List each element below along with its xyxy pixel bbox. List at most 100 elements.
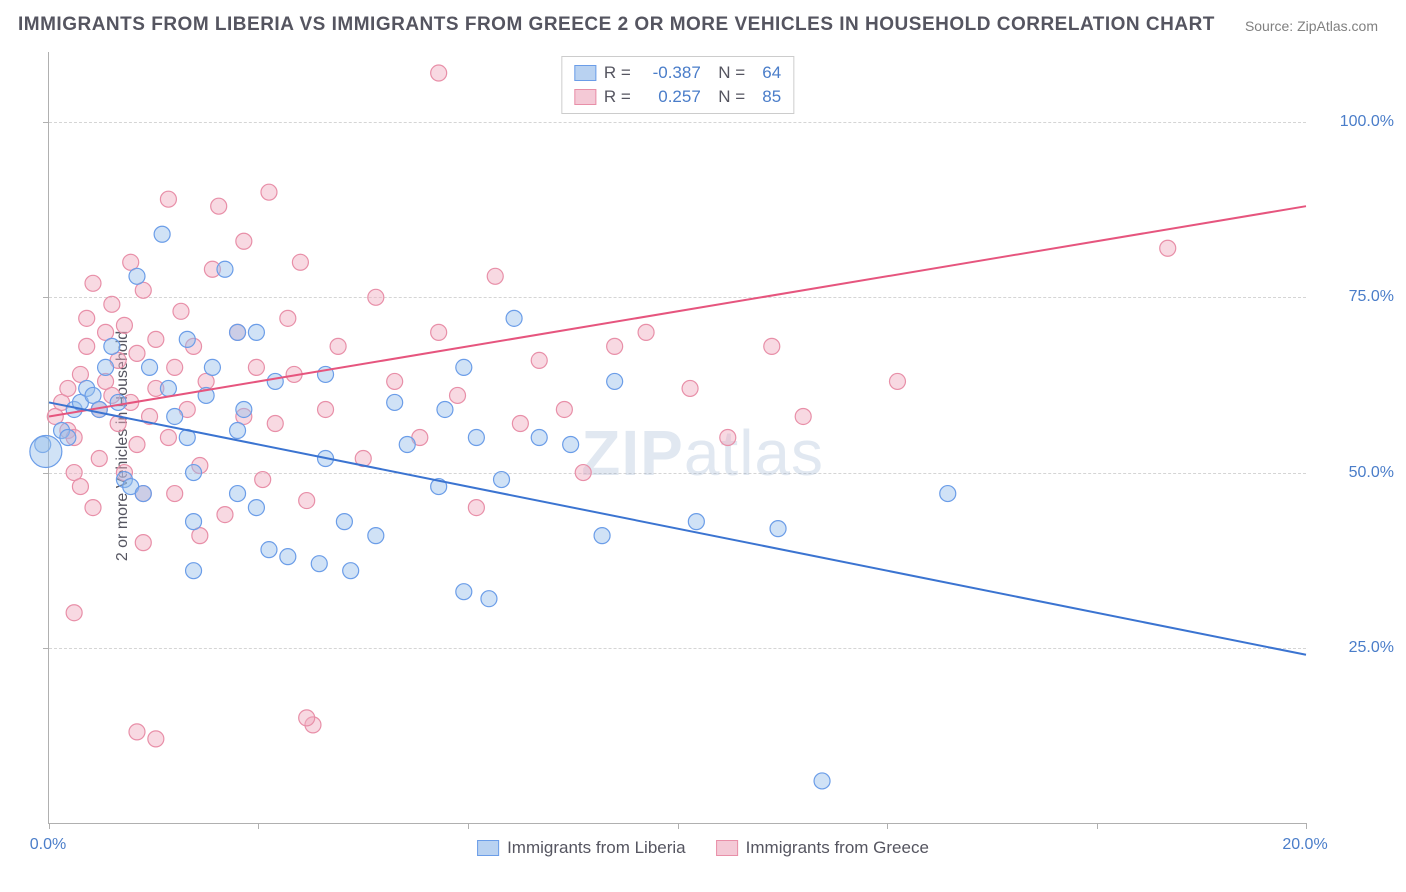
n-label: N = bbox=[709, 63, 745, 83]
legend-greece-label: Immigrants from Greece bbox=[746, 838, 929, 858]
liberia-point bbox=[98, 359, 114, 375]
greece-point bbox=[292, 254, 308, 270]
greece-point bbox=[248, 359, 264, 375]
greece-point bbox=[512, 415, 528, 431]
x-tick bbox=[1306, 823, 1307, 829]
greece-point bbox=[607, 338, 623, 354]
liberia-point bbox=[261, 542, 277, 558]
y-tick-label: 100.0% bbox=[1340, 113, 1394, 131]
greece-point bbox=[299, 710, 315, 726]
greece-point bbox=[217, 507, 233, 523]
liberia-point bbox=[135, 486, 151, 502]
greece-point bbox=[91, 451, 107, 467]
greece-point bbox=[255, 472, 271, 488]
legend-item-liberia: Immigrants from Liberia bbox=[477, 838, 686, 858]
source-attribution: Source: ZipAtlas.com bbox=[1245, 18, 1378, 34]
liberia-point bbox=[594, 528, 610, 544]
greece-point bbox=[129, 724, 145, 740]
liberia-point bbox=[186, 563, 202, 579]
liberia-swatch-icon bbox=[574, 65, 596, 81]
greece-point bbox=[638, 324, 654, 340]
greece-point bbox=[764, 338, 780, 354]
liberia-point bbox=[186, 465, 202, 481]
x-tick bbox=[468, 823, 469, 829]
greece-point bbox=[556, 401, 572, 417]
stats-legend-row-greece: R = 0.257 N = 85 bbox=[574, 85, 781, 109]
liberia-swatch-icon bbox=[477, 840, 499, 856]
liberia-point bbox=[154, 226, 170, 242]
liberia-point bbox=[280, 549, 296, 565]
liberia-point bbox=[236, 401, 252, 417]
greece-point bbox=[720, 430, 736, 446]
chart-title: IMMIGRANTS FROM LIBERIA VS IMMIGRANTS FR… bbox=[18, 14, 1215, 36]
liberia-point bbox=[563, 437, 579, 453]
greece-point bbox=[160, 191, 176, 207]
series-legend: Immigrants from Liberia Immigrants from … bbox=[477, 838, 929, 858]
greece-point bbox=[280, 310, 296, 326]
greece-point bbox=[1160, 240, 1176, 256]
liberia-point bbox=[248, 324, 264, 340]
greece-n-value: 85 bbox=[753, 87, 781, 107]
chart-svg bbox=[49, 52, 1306, 823]
chart-plot-area: R = -0.387 N = 64 R = 0.257 N = 85 ZIPat… bbox=[48, 52, 1306, 824]
liberia-point bbox=[770, 521, 786, 537]
liberia-point bbox=[506, 310, 522, 326]
y-tick-label: 25.0% bbox=[1349, 639, 1394, 657]
liberia-point bbox=[167, 408, 183, 424]
greece-point bbox=[167, 359, 183, 375]
greece-r-value: 0.257 bbox=[639, 87, 701, 107]
liberia-point bbox=[230, 422, 246, 438]
x-tick bbox=[678, 823, 679, 829]
greece-point bbox=[299, 493, 315, 509]
greece-point bbox=[682, 380, 698, 396]
greece-point bbox=[330, 338, 346, 354]
x-tick bbox=[258, 823, 259, 829]
greece-point bbox=[104, 296, 120, 312]
liberia-point bbox=[607, 373, 623, 389]
greece-swatch-icon bbox=[574, 89, 596, 105]
greece-point bbox=[79, 310, 95, 326]
liberia-point bbox=[248, 500, 264, 516]
greece-point bbox=[173, 303, 189, 319]
x-tick-label-right: 20.0% bbox=[1282, 836, 1327, 854]
liberia-point bbox=[160, 380, 176, 396]
liberia-point bbox=[468, 430, 484, 446]
liberia-r-value: -0.387 bbox=[639, 63, 701, 83]
greece-point bbox=[575, 465, 591, 481]
greece-point bbox=[85, 500, 101, 516]
greece-point bbox=[148, 331, 164, 347]
liberia-point bbox=[186, 514, 202, 530]
n-label: N = bbox=[709, 87, 745, 107]
liberia-point bbox=[368, 528, 384, 544]
greece-point bbox=[487, 268, 503, 284]
greece-point bbox=[129, 345, 145, 361]
greece-point bbox=[468, 500, 484, 516]
greece-point bbox=[79, 338, 95, 354]
greece-point bbox=[160, 430, 176, 446]
liberia-point bbox=[456, 584, 472, 600]
liberia-point bbox=[531, 430, 547, 446]
liberia-point bbox=[399, 437, 415, 453]
greece-point bbox=[531, 352, 547, 368]
greece-point bbox=[431, 65, 447, 81]
greece-point bbox=[211, 198, 227, 214]
liberia-point bbox=[387, 394, 403, 410]
liberia-point bbox=[179, 331, 195, 347]
liberia-point bbox=[110, 394, 126, 410]
liberia-point bbox=[230, 486, 246, 502]
greece-point bbox=[236, 233, 252, 249]
greece-swatch-icon bbox=[716, 840, 738, 856]
liberia-point bbox=[311, 556, 327, 572]
liberia-point bbox=[481, 591, 497, 607]
y-tick-label: 50.0% bbox=[1349, 464, 1394, 482]
greece-point bbox=[387, 373, 403, 389]
liberia-point bbox=[456, 359, 472, 375]
liberia-point bbox=[814, 773, 830, 789]
greece-point bbox=[148, 731, 164, 747]
liberia-point bbox=[230, 324, 246, 340]
greece-point bbox=[135, 535, 151, 551]
x-tick bbox=[1097, 823, 1098, 829]
greece-point bbox=[368, 289, 384, 305]
x-tick-label-left: 0.0% bbox=[30, 836, 66, 854]
greece-point bbox=[318, 401, 334, 417]
